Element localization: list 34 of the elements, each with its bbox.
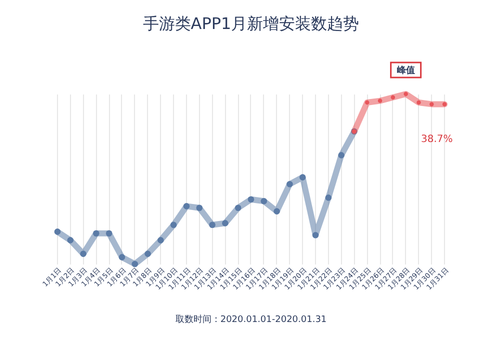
point (325, 194, 332, 201)
point (442, 102, 447, 106)
point (365, 100, 370, 105)
point (312, 232, 319, 238)
point (286, 180, 293, 188)
point (118, 254, 126, 260)
point (54, 228, 61, 235)
point (404, 92, 408, 96)
point (183, 203, 190, 210)
point (248, 196, 254, 203)
point (196, 204, 203, 212)
point (209, 222, 216, 228)
text: 取数时间：2020.01.01-2020.01.31 (175, 314, 327, 325)
point (430, 102, 434, 106)
point (416, 100, 421, 105)
point (338, 152, 344, 158)
point (260, 198, 268, 204)
point (67, 237, 74, 244)
point (170, 222, 177, 228)
point (93, 230, 100, 237)
point (234, 204, 242, 212)
annotation: 峰值 (396, 65, 415, 76)
point (299, 174, 306, 180)
point (80, 250, 86, 257)
point (222, 220, 228, 226)
point (390, 95, 396, 100)
point (378, 98, 382, 103)
point (274, 208, 280, 214)
point (144, 250, 151, 257)
point (158, 237, 164, 244)
chart-title: 手游类APP1月新增安装数趋势 (142, 14, 360, 33)
annotation: 38.7% (421, 134, 453, 145)
point (106, 230, 112, 237)
point (132, 260, 138, 268)
